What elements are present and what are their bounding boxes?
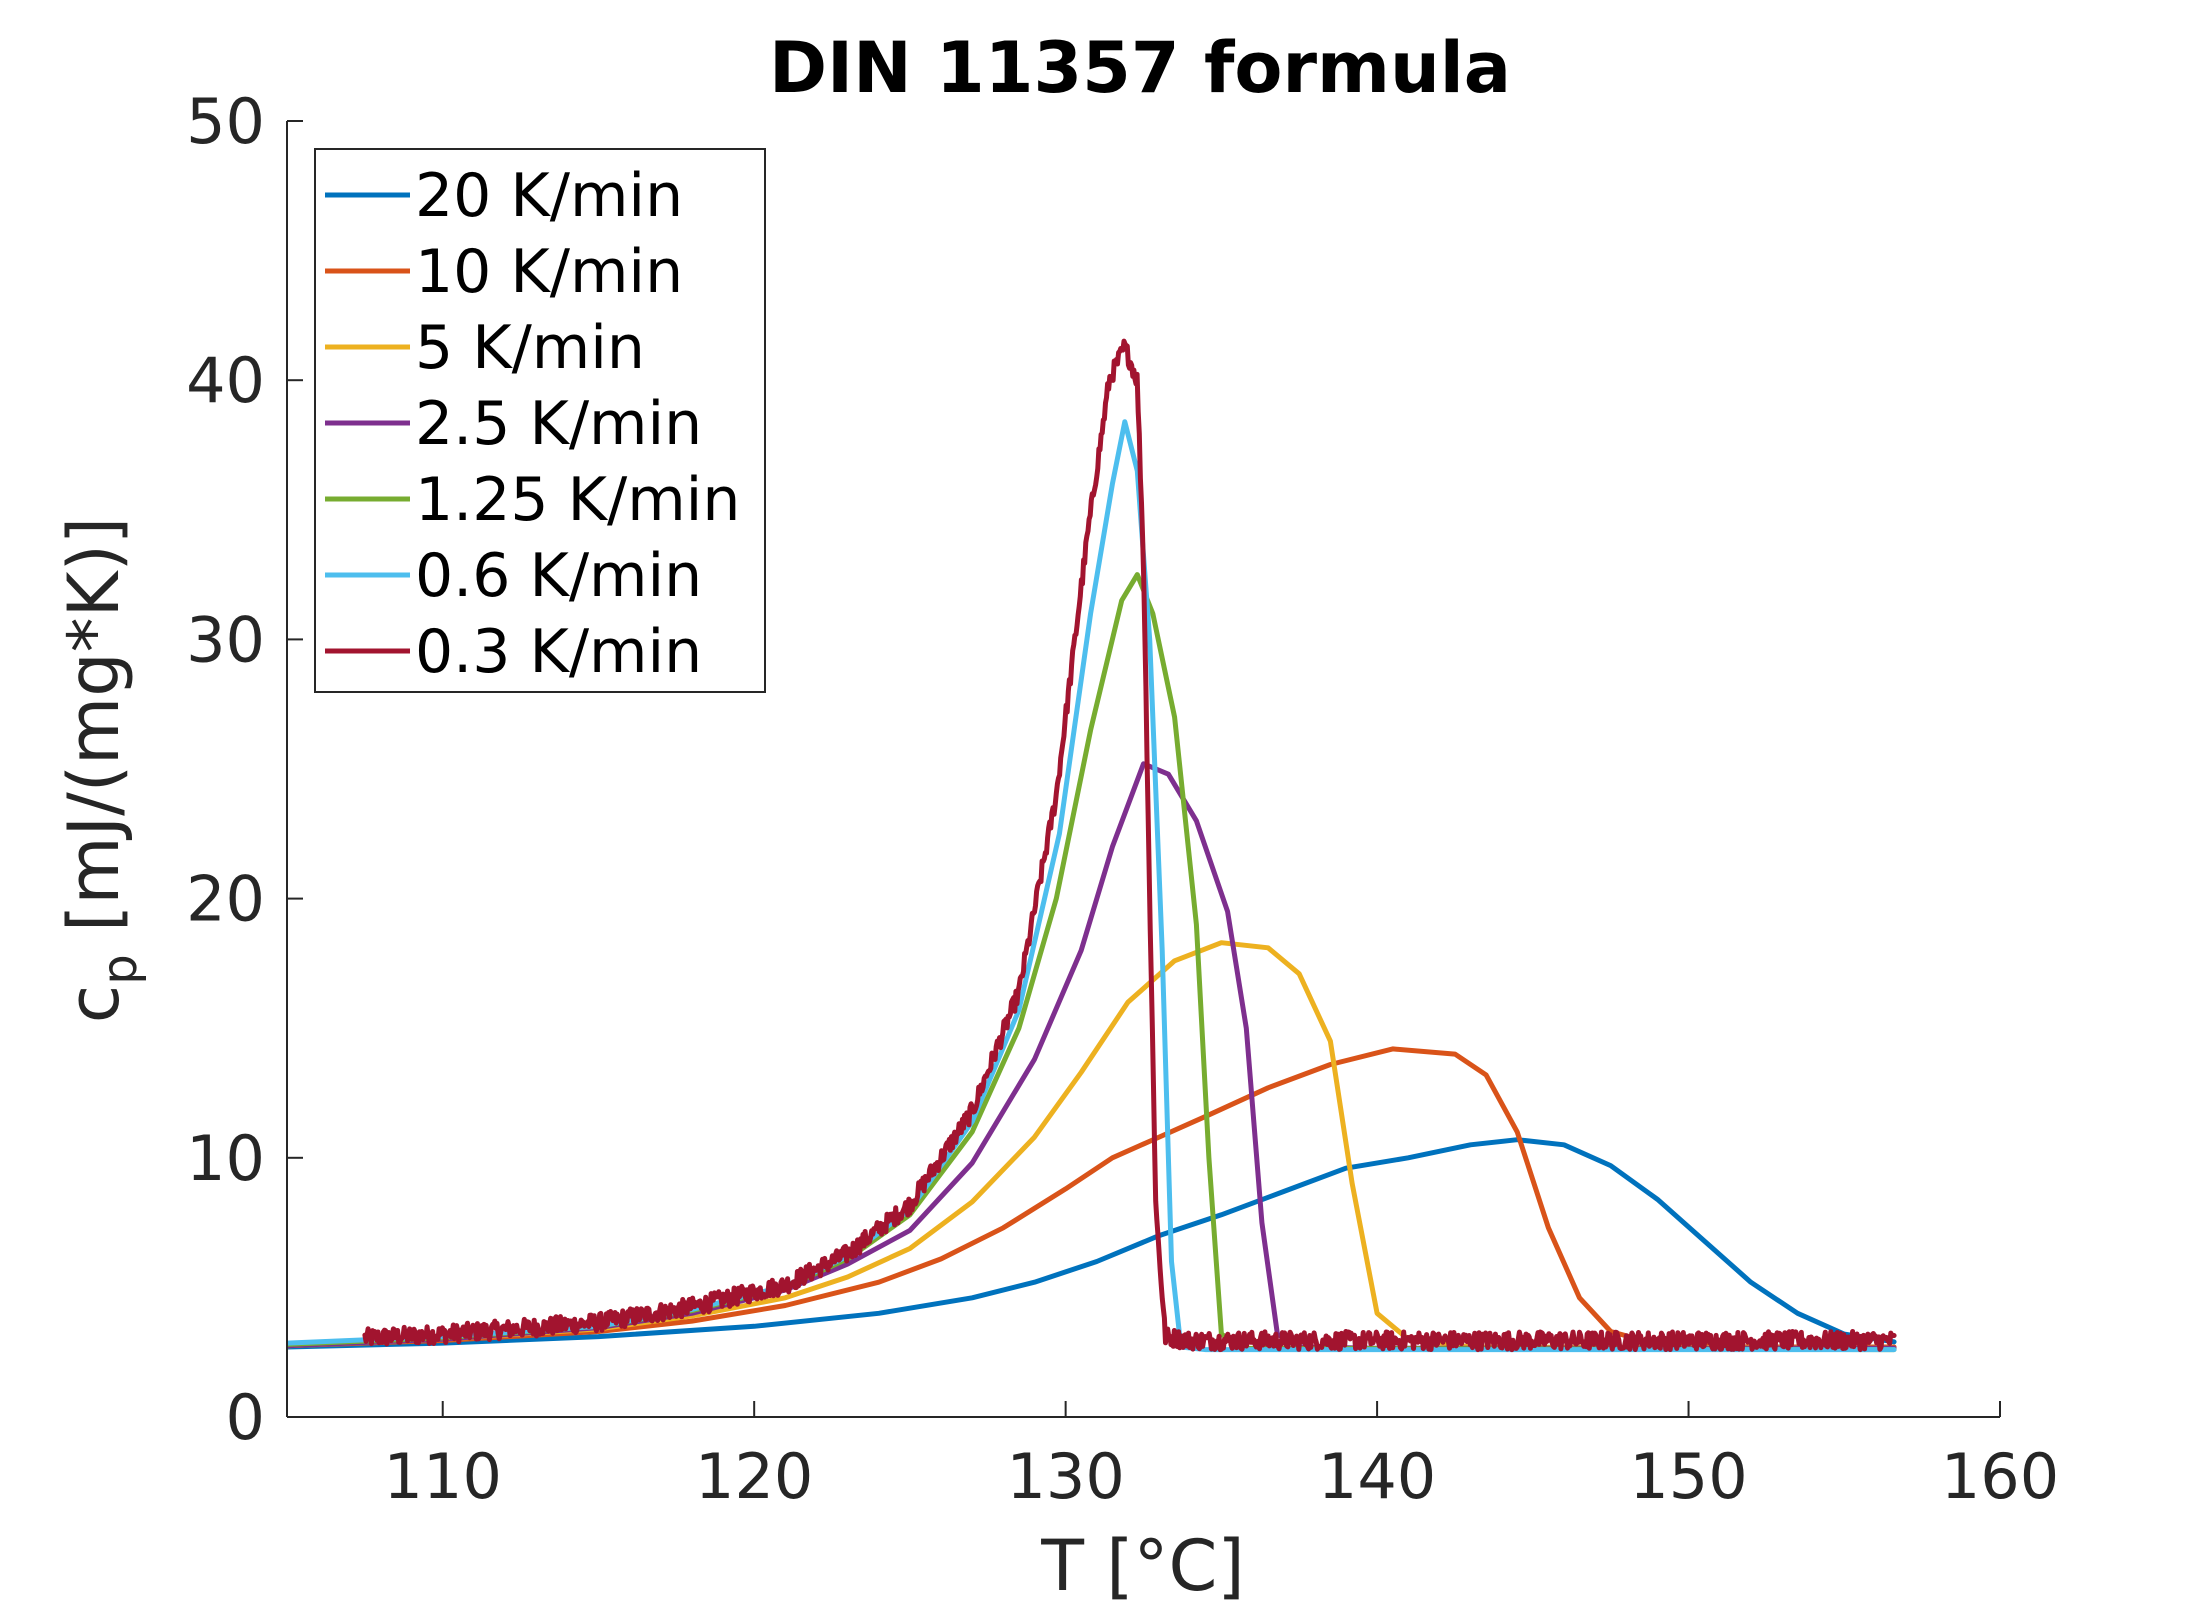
series-line-1 bbox=[287, 1046, 1897, 1350]
y-tick-label: 20 bbox=[186, 863, 265, 936]
y-tick-label: 30 bbox=[186, 603, 265, 676]
plot-area bbox=[287, 338, 1897, 1353]
x-tick-label: 110 bbox=[384, 1440, 502, 1513]
legend-label: 0.6 K/min bbox=[415, 541, 702, 611]
series-line-0 bbox=[287, 1137, 1897, 1350]
x-tick-label: 160 bbox=[1941, 1440, 2059, 1513]
series-line-6 bbox=[362, 338, 1897, 1353]
y-tick-label: 0 bbox=[226, 1381, 265, 1454]
y-axis-label: cp [mJ/(mg*K)] bbox=[53, 517, 148, 1023]
y-tick-label: 50 bbox=[186, 85, 265, 158]
x-tick-label: 120 bbox=[695, 1440, 813, 1513]
legend-label: 2.5 K/min bbox=[415, 389, 702, 459]
chart-title: DIN 11357 formula bbox=[769, 27, 1511, 109]
series-line-2 bbox=[287, 940, 1897, 1351]
series-group bbox=[287, 338, 1897, 1353]
y-axis-label-main: c bbox=[53, 985, 135, 1024]
y-tick-label: 10 bbox=[186, 1122, 265, 1195]
x-tick-label: 150 bbox=[1629, 1440, 1747, 1513]
y-tick-label: 40 bbox=[186, 344, 265, 417]
y-ticks: 0 10 20 30 40 50 bbox=[186, 85, 303, 1454]
legend-label: 10 K/min bbox=[415, 237, 683, 307]
legend-label: 0.3 K/min bbox=[415, 617, 702, 687]
x-ticks: 110 120 130 140 150 160 bbox=[384, 1401, 2059, 1513]
x-axis-label: T [°C] bbox=[1040, 1525, 1245, 1600]
legend-label: 5 K/min bbox=[415, 313, 645, 383]
x-tick-label: 130 bbox=[1006, 1440, 1124, 1513]
legend-label: 1.25 K/min bbox=[415, 465, 740, 535]
y-axis-label-subscript: p bbox=[92, 954, 148, 984]
x-tick-label: 140 bbox=[1318, 1440, 1436, 1513]
legend-label: 20 K/min bbox=[415, 161, 683, 231]
y-axis-label-unit: [mJ/(mg*K)] bbox=[53, 517, 135, 954]
